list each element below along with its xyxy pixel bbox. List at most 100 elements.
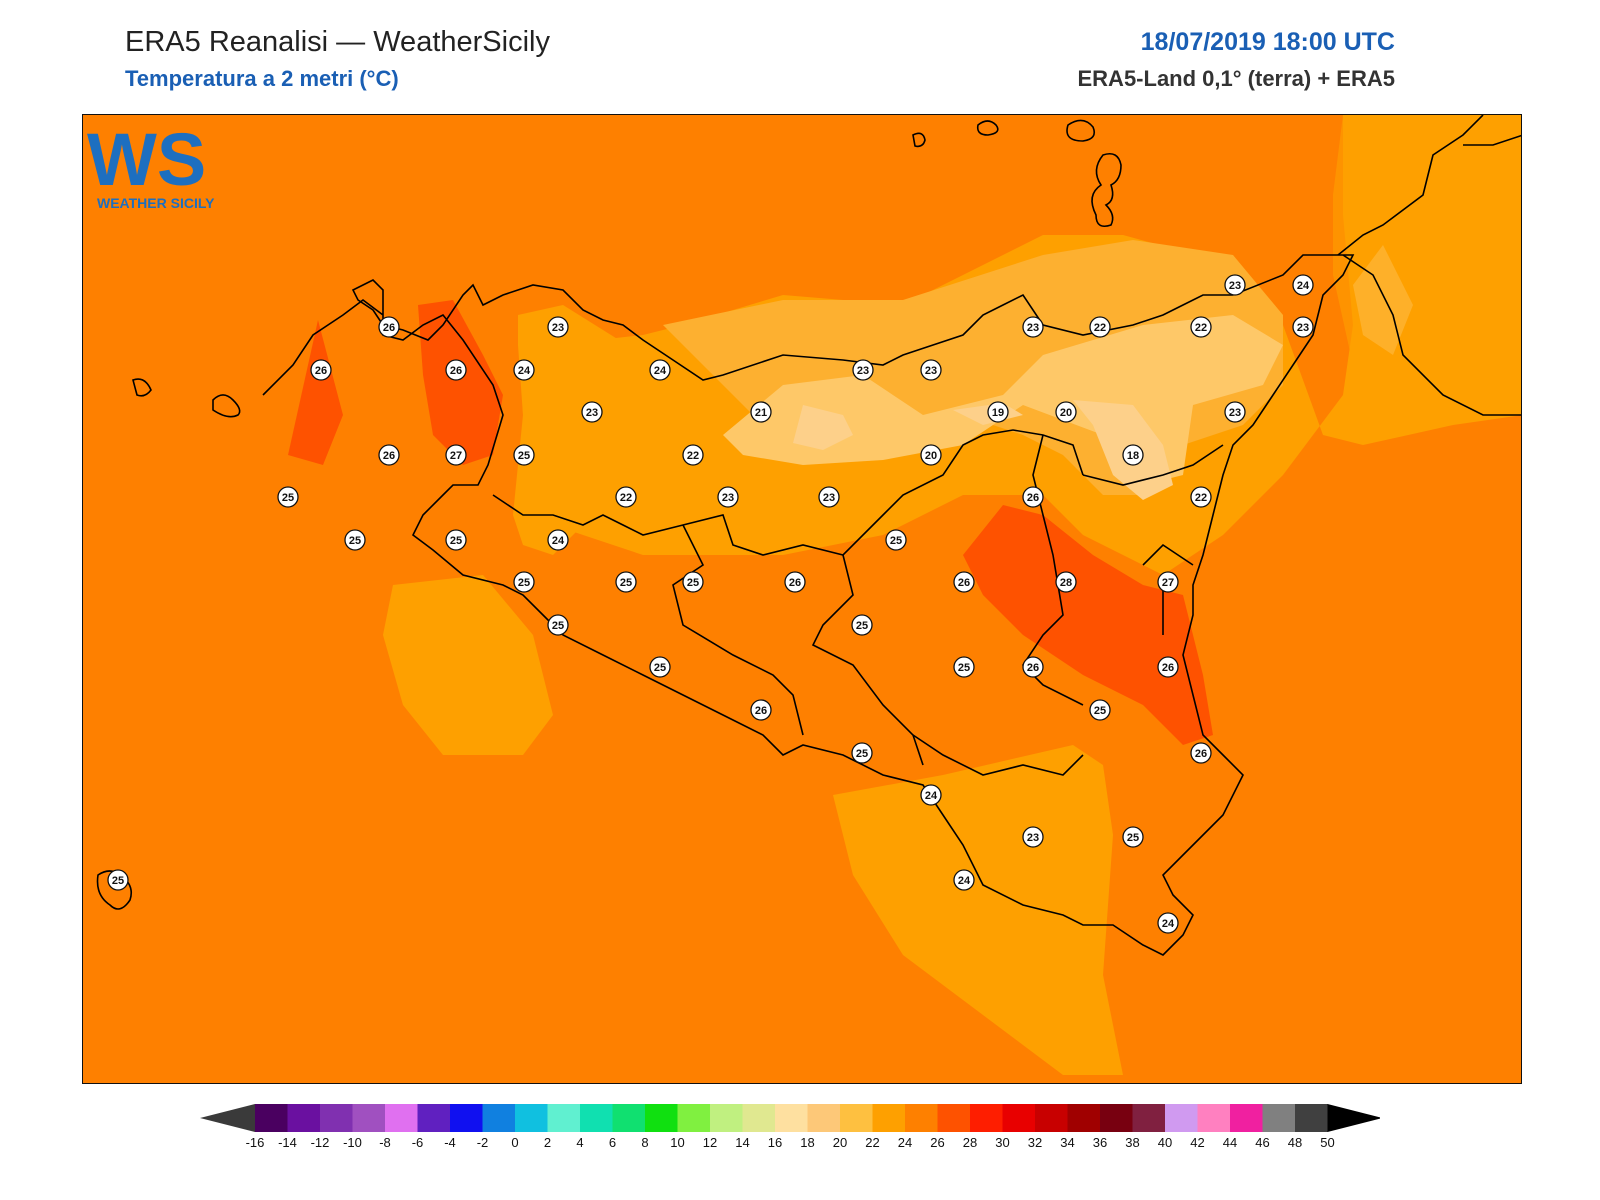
field-24-sea-sw [383, 575, 553, 755]
station-circle [513, 444, 535, 466]
station-value: 26 [1027, 492, 1039, 504]
station-marker: 25 [1089, 699, 1111, 721]
map-canvas [83, 115, 1521, 1083]
colorbar-tick-label: 0 [511, 1135, 518, 1148]
station-value: 24 [518, 365, 531, 377]
station-circle [1224, 401, 1246, 423]
station-marker: 23 [1022, 826, 1044, 848]
colorbar-swatch [775, 1104, 808, 1132]
station-value: 25 [518, 577, 530, 589]
station-value: 23 [1297, 322, 1309, 334]
colorbar-tick-label: -10 [343, 1135, 362, 1148]
station-marker: 25 [615, 571, 637, 593]
station-circle [682, 444, 704, 466]
colorbar-tick-label: 10 [670, 1135, 684, 1148]
colorbar-tick-label: -12 [311, 1135, 330, 1148]
colorbar-tick-label: -6 [412, 1135, 424, 1148]
station-value: 25 [958, 662, 970, 674]
station-circle [1055, 401, 1077, 423]
station-circle [1122, 444, 1144, 466]
station-value: 25 [518, 450, 530, 462]
station-circle [649, 656, 671, 678]
station-circle [1190, 486, 1212, 508]
station-value: 22 [687, 450, 699, 462]
colorbar-tick-label: 24 [898, 1135, 912, 1148]
station-value: 26 [450, 365, 462, 377]
colorbar-tick-label: 44 [1223, 1135, 1237, 1148]
colorbar-swatch [1100, 1104, 1133, 1132]
station-marker: 25 [851, 614, 873, 636]
station-value: 19 [992, 407, 1004, 419]
colorbar-swatch [677, 1104, 711, 1132]
station-circle [1157, 912, 1179, 934]
station-marker: 26 [750, 699, 772, 721]
station-marker: 19 [987, 401, 1009, 423]
station-circle [784, 571, 806, 593]
colorbar-swatch [287, 1104, 321, 1132]
station-marker: 26 [378, 316, 400, 338]
station-circle [920, 784, 942, 806]
station-circle [615, 571, 637, 593]
station-marker: 23 [1224, 274, 1246, 296]
station-value: 22 [1195, 492, 1207, 504]
station-marker: 23 [717, 486, 739, 508]
station-value: 27 [450, 450, 462, 462]
station-circle [344, 529, 366, 551]
station-value: 25 [450, 535, 462, 547]
field-24-calabria [1333, 115, 1521, 415]
station-value: 21 [755, 407, 767, 419]
station-circle [1292, 316, 1314, 338]
colorbar-tick-label: 48 [1288, 1135, 1302, 1148]
station-circle [818, 486, 840, 508]
station-value: 23 [857, 365, 869, 377]
colorbar-swatch [385, 1104, 418, 1132]
station-marker: 25 [547, 614, 569, 636]
field-18-etna [1073, 400, 1173, 500]
station-circle [953, 869, 975, 891]
logo-caption: WEATHER SICILY [97, 195, 215, 211]
colorbar-swatch [547, 1104, 581, 1132]
colorbar-swatch [710, 1104, 743, 1132]
station-circle [1224, 274, 1246, 296]
station-value: 25 [654, 662, 666, 674]
colorbar-tick-label: -16 [246, 1135, 265, 1148]
station-value: 25 [349, 535, 361, 547]
station-circle [1292, 274, 1314, 296]
colorbar-tick-label: 22 [865, 1135, 879, 1148]
station-circle [852, 359, 874, 381]
colorbar-tick-label: 4 [576, 1135, 583, 1148]
station-circle [1089, 699, 1111, 721]
colorbar-swatch [515, 1104, 548, 1132]
colorbar-swatch [905, 1104, 938, 1132]
station-marker: 23 [547, 316, 569, 338]
station-marker: 25 [513, 571, 535, 593]
station-value: 20 [1060, 407, 1072, 419]
station-value: 24 [654, 365, 667, 377]
station-marker: 21 [750, 401, 772, 423]
station-circle [1055, 571, 1077, 593]
colorbar-swatch [320, 1104, 353, 1132]
colorbar-tick-label: -14 [278, 1135, 297, 1148]
station-circle [717, 486, 739, 508]
colorbar-swatch [255, 1104, 288, 1132]
station-circle [851, 742, 873, 764]
station-circle [615, 486, 637, 508]
station-circle [987, 401, 1009, 423]
field-28-west [418, 300, 503, 465]
station-labels: 26 26 26 26 27 25 25 25 23 24 24 23 25 22 21 22 23 23 24 23… [107, 274, 1314, 934]
colorbar-tick-label: 18 [800, 1135, 814, 1148]
station-circle [953, 571, 975, 593]
station-value: 26 [958, 577, 970, 589]
colorbar-tick-label: 6 [609, 1135, 616, 1148]
colorbar-tick-label: 14 [735, 1135, 749, 1148]
station-value: 25 [620, 577, 632, 589]
station-marker: 22 [1190, 316, 1212, 338]
station-marker: 22 [1089, 316, 1111, 338]
station-circle [378, 316, 400, 338]
colorbar-tick-label: -4 [444, 1135, 456, 1148]
colorbar-tick-label: 46 [1255, 1135, 1269, 1148]
colorbar-tick-label: 34 [1060, 1135, 1074, 1148]
colorbar-swatch [1002, 1104, 1036, 1132]
station-circle [547, 529, 569, 551]
station-value: 27 [1162, 577, 1174, 589]
